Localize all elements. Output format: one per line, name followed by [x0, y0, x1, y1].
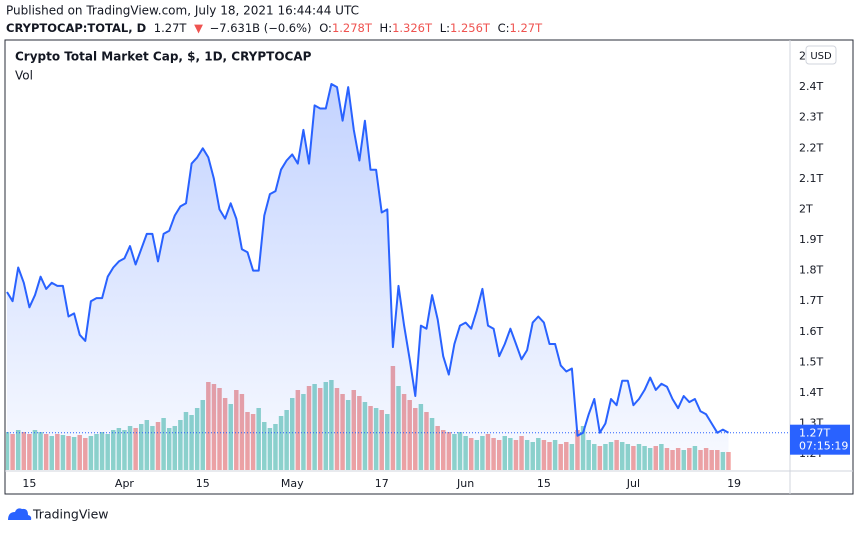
x-tick-label: May [281, 477, 304, 490]
legend-vol: Vol [15, 69, 33, 83]
brand-logo [8, 508, 32, 520]
y-tick-label: 2.3T [799, 111, 823, 124]
currency-box[interactable] [805, 45, 837, 65]
x-tick-label: Jun [456, 477, 474, 490]
last-price-label: 1.27T [799, 427, 830, 440]
price: 1.27T [154, 21, 188, 35]
last-price-box [790, 424, 850, 455]
y-tick-label: 1.9T [799, 233, 823, 246]
y-tick-label: 1.4T [799, 386, 823, 399]
y-tick-label: 2T [799, 202, 813, 215]
arrow: ▼ [194, 21, 203, 35]
brand-name: TradingView [32, 507, 109, 522]
l-value: 1.256T [450, 21, 491, 35]
price-line [6, 83, 729, 437]
y-tick-label: 2.1T [799, 172, 823, 185]
x-tick-label: 17 [375, 477, 389, 490]
x-tick-label: 15 [537, 477, 551, 490]
c-value: 1.27T [510, 21, 544, 35]
chart-frame [4, 39, 854, 495]
y-tick-label: 1.6T [799, 325, 823, 338]
countdown-label: 07:15:19 [799, 440, 848, 453]
c-label: C: [498, 21, 510, 35]
change: −7.631B (−0.6%) [210, 21, 312, 35]
ohlc-line: CRYPTOCAP:TOTAL, D 1.27T ▼ −7.631B (−0.6… [6, 21, 543, 35]
x-tick-label: 15 [196, 477, 210, 490]
plot [6, 83, 790, 470]
y-tick-label: 2.4T [799, 80, 823, 93]
y-tick-label: 1.8T [799, 264, 823, 277]
x-tick-label: 19 [727, 477, 741, 490]
h-label: H: [380, 21, 393, 35]
y-tick-label: 1.7T [799, 294, 823, 307]
x-tick-label: 15 [22, 477, 36, 490]
x-tick-label: Jul [626, 477, 640, 490]
y-tick-label: 1.5T [799, 355, 823, 368]
legend-main: Crypto Total Market Cap, $, 1D, CRYPTOCA… [15, 50, 312, 64]
o-value: 1.278T [332, 21, 373, 35]
symbol: CRYPTOCAP:TOTAL, D [6, 21, 146, 35]
area-fill [7, 84, 729, 470]
published: Published on TradingView.com, July 18, 2… [6, 4, 359, 18]
currency[interactable]: USD [810, 51, 832, 62]
h-value: 1.326T [392, 21, 433, 35]
y-tick-label: 2.2T [799, 141, 823, 154]
o-label: O: [319, 21, 332, 35]
x-tick-label: Apr [115, 477, 135, 490]
brand: TradingView [8, 507, 109, 522]
l-label: L: [440, 21, 450, 35]
